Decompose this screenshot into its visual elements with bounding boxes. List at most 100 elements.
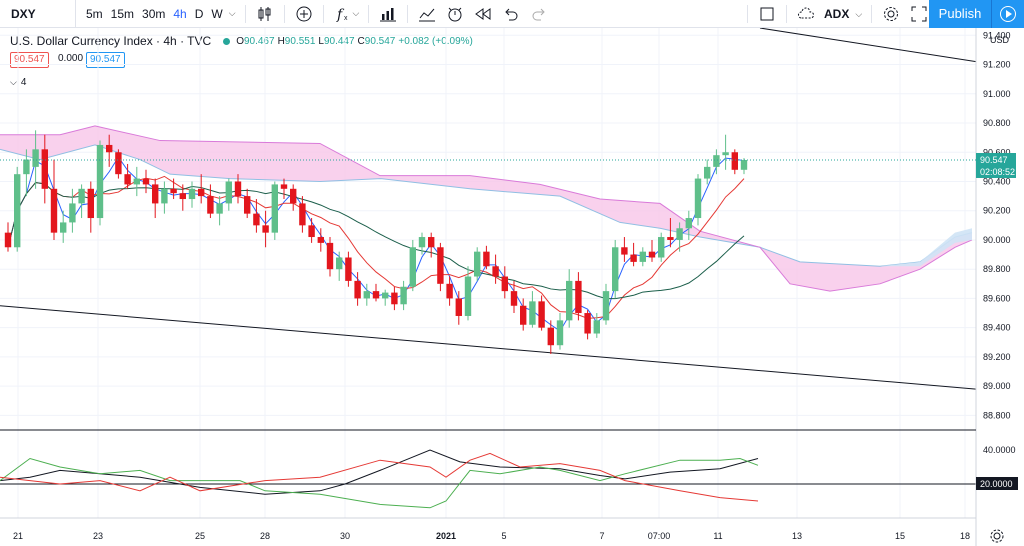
sma-line	[7, 182, 745, 300]
candle-body	[391, 292, 398, 305]
candlesticks[interactable]	[4, 130, 748, 354]
interval-30m[interactable]: 30m	[142, 6, 166, 21]
interval-4h[interactable]: 4h	[173, 6, 187, 21]
candle-body	[161, 188, 168, 204]
price-tick-label: 89.200	[983, 352, 1011, 362]
compare-icon[interactable]	[374, 0, 402, 28]
price-tick-label: 89.000	[983, 381, 1011, 391]
alert-icon[interactable]	[441, 0, 469, 28]
time-tick-label: 25	[195, 531, 205, 541]
interval-d[interactable]: D	[194, 6, 204, 21]
candle-body	[308, 225, 315, 238]
time-tick-label: 30	[340, 531, 350, 541]
candle-body	[336, 257, 343, 270]
price-tick-label: 90.000	[983, 235, 1011, 245]
chevron-down-icon[interactable]: ⌵	[10, 77, 17, 87]
play-icon[interactable]	[991, 0, 1024, 28]
candle-body	[547, 327, 554, 346]
price-tick-label: 89.800	[983, 264, 1011, 274]
candle-body	[639, 251, 646, 262]
time-tick-label: 5	[501, 531, 506, 541]
adx-tick-label: 40.0000	[983, 445, 1016, 455]
fullscreen-icon[interactable]	[905, 0, 933, 28]
candle-body	[520, 305, 527, 325]
interval-w[interactable]: W	[211, 6, 223, 21]
time-tick-label: 15	[895, 531, 905, 541]
candle-body	[593, 320, 600, 334]
candle-body	[271, 184, 278, 233]
ask-price-box[interactable]: 90.547	[86, 52, 125, 68]
candle-body	[23, 159, 30, 175]
candle-body	[152, 184, 159, 204]
adx-indicator-pane	[0, 449, 976, 519]
candle-body	[704, 166, 711, 179]
time-tick-label: 21	[13, 531, 23, 541]
candle-body	[731, 152, 738, 170]
candle-body	[575, 280, 582, 314]
candle-body	[299, 203, 306, 226]
replay-icon[interactable]	[469, 0, 497, 28]
rectangle-icon[interactable]	[753, 0, 781, 28]
interval-5m[interactable]: 5m	[86, 6, 103, 21]
price-tick-label: 90.800	[983, 118, 1011, 128]
candle-body	[428, 237, 435, 248]
cloud-fill-blue	[880, 228, 972, 267]
candle-body	[32, 149, 39, 167]
candle-body	[317, 237, 324, 243]
chart-title: U.S. Dollar Currency Index · 4h · TVC	[10, 34, 212, 48]
candle-body	[4, 232, 12, 248]
cloud-icon[interactable]	[792, 0, 820, 28]
bid-price-box[interactable]: 90.547	[10, 52, 49, 68]
candle-body	[78, 188, 85, 204]
interval-15m[interactable]: 15m	[110, 6, 135, 21]
candle-body	[722, 152, 729, 156]
indicator-count: 4	[20, 77, 27, 88]
add-compare-icon[interactable]	[290, 0, 318, 28]
di-plus-line	[0, 457, 759, 509]
candle-body	[372, 291, 380, 299]
toolbar-divider	[322, 4, 324, 23]
chevron-down-icon[interactable]: ⌵	[228, 8, 236, 18]
candle-body	[326, 242, 334, 270]
indicator-select[interactable]: ADX	[824, 7, 850, 21]
candle-body	[50, 188, 58, 233]
candle-body	[658, 237, 665, 258]
close-value: 90.547	[364, 35, 396, 47]
settings-icon[interactable]	[877, 0, 905, 28]
candle-body	[363, 291, 370, 299]
cloud-fill	[0, 125, 972, 292]
chevron-down-icon[interactable]: ⌵	[352, 8, 360, 18]
candle-body	[713, 155, 720, 167]
open-label: O	[236, 35, 244, 47]
trend-lines[interactable]	[0, 28, 977, 390]
symbol-search[interactable]: DXY	[0, 0, 76, 28]
high-label: H	[277, 35, 285, 47]
candle-body	[455, 298, 462, 316]
candles-icon[interactable]	[251, 0, 279, 28]
current-price-label-bg	[976, 153, 1016, 179]
candle-body	[280, 184, 288, 189]
candle-body	[584, 313, 591, 334]
chart-canvas[interactable]: 91.400 91.200 91.000 90.800 90.600 90.400 90.2…	[0, 28, 1024, 546]
chevron-down-icon[interactable]: ⌵	[855, 8, 863, 19]
candle-body	[446, 283, 453, 299]
indicators-toggle[interactable]: ⌵ 4	[10, 77, 26, 88]
redo-icon[interactable]	[525, 0, 553, 28]
templates-icon[interactable]	[413, 0, 441, 28]
price-tick-label: 89.400	[983, 323, 1011, 333]
market-status-icon	[223, 37, 231, 45]
gear-inner	[993, 532, 1001, 540]
change-value: +0.082 (+0.09%)	[398, 35, 473, 47]
candle-body	[694, 178, 702, 219]
candle-body	[262, 225, 269, 233]
undo-icon[interactable]	[497, 0, 525, 28]
candle-body	[685, 218, 692, 229]
chart-settings-icon[interactable]	[990, 529, 1004, 543]
candle-body	[60, 222, 67, 233]
candle-body	[740, 160, 748, 170]
time-tick-label: 13	[792, 531, 802, 541]
candle-body	[41, 149, 48, 189]
price-tick-label: 90.600	[983, 147, 1011, 157]
publish-button[interactable]: Publish	[929, 0, 991, 28]
